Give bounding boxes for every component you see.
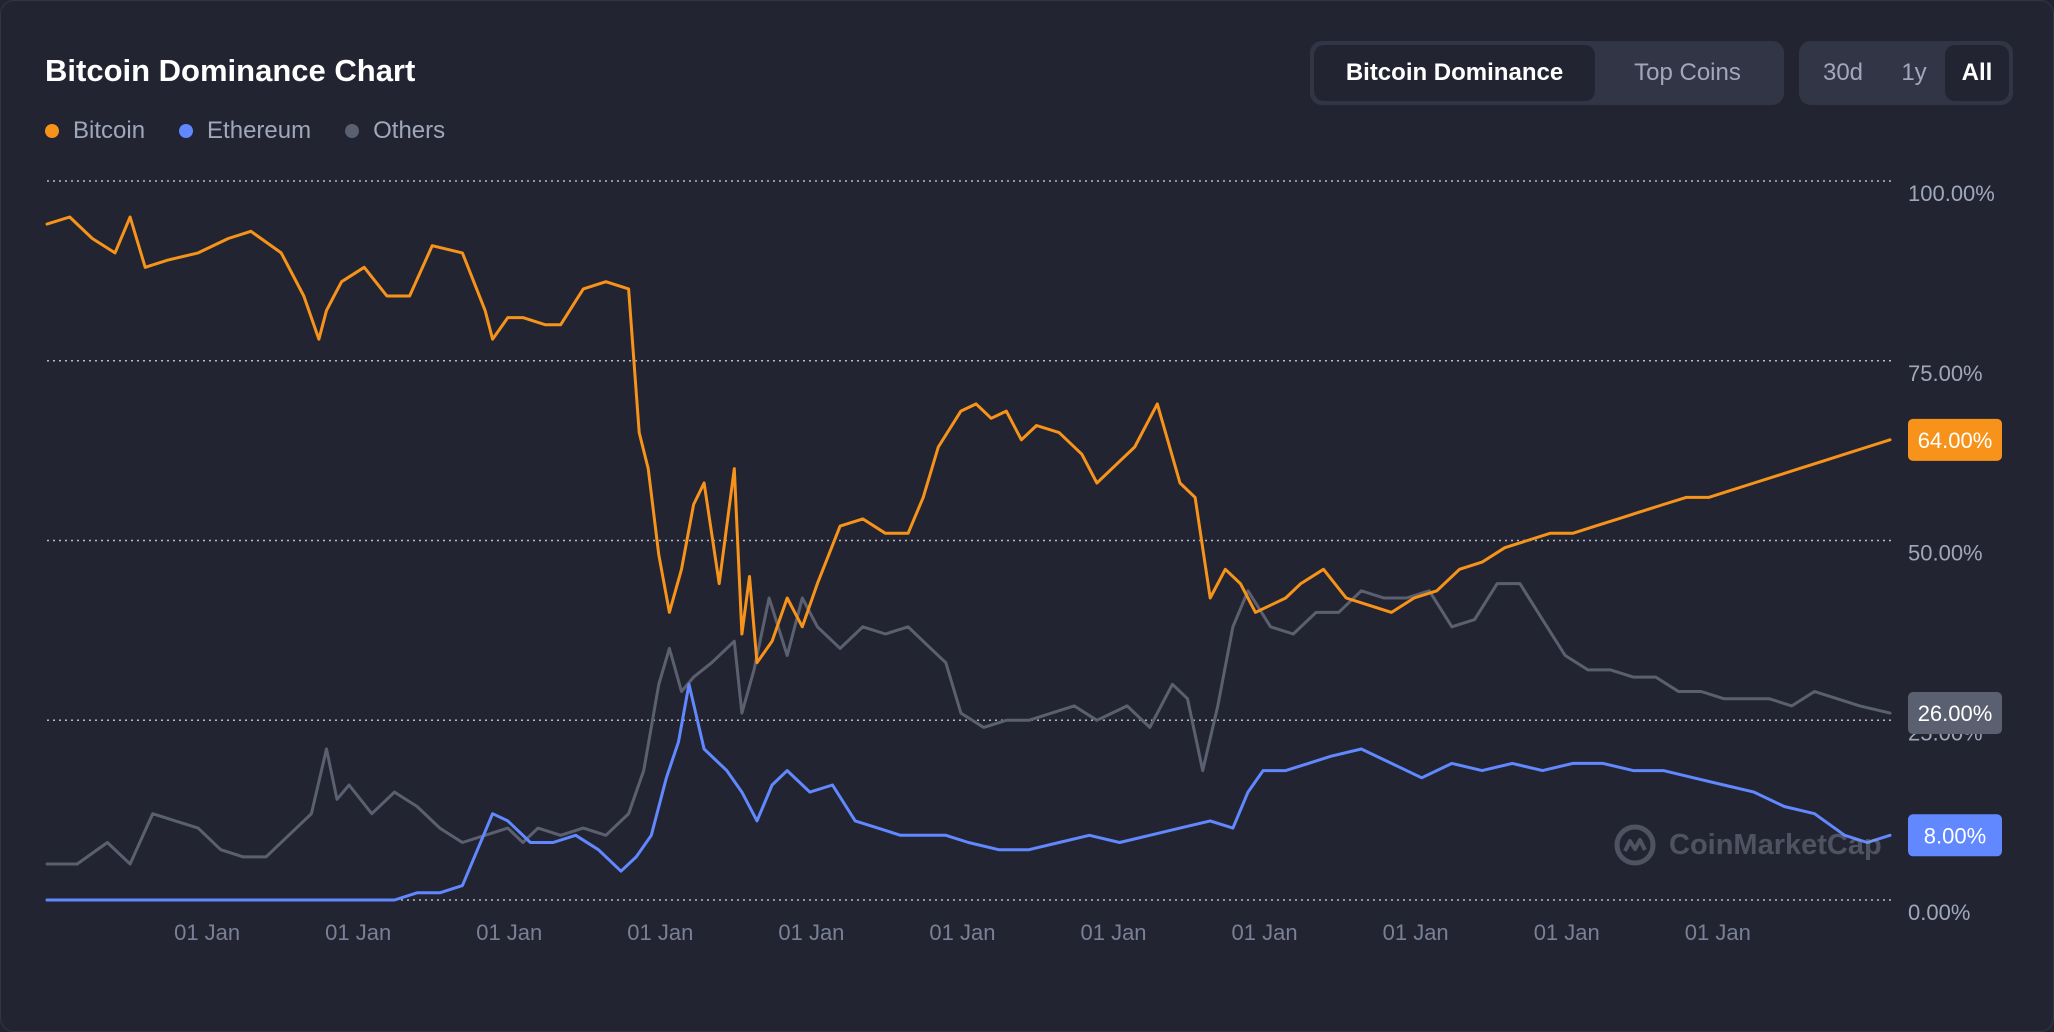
series-line-bitcoin[interactable]: [45, 215, 1892, 665]
x-axis-ticks: 01 Jan 01 Jan 01 Jan 01 Jan 01 Jan 01 Jan 01 J…: [174, 920, 1751, 945]
chart-title: Bitcoin Dominance Chart: [45, 53, 416, 88]
legend-item-others[interactable]: Others: [345, 117, 445, 145]
x-tick-label: 01 Jan: [174, 920, 240, 945]
series-lines: [45, 215, 1892, 902]
range-30d-button[interactable]: 30d: [1822, 59, 1864, 86]
badge-background: [1908, 814, 2002, 857]
x-tick-label: 01 Jan: [476, 920, 542, 945]
legend-label-bitcoin: Bitcoin: [73, 117, 146, 144]
last-value-badges: 64.00% 8.00% 26.00%: [1908, 418, 2002, 857]
view-toggle: Bitcoin Dominance Top Coins: [1310, 41, 1784, 105]
last-value-badge-others: 26.00%: [1908, 692, 2002, 735]
range-toggle: 30d 1y All: [1799, 41, 2013, 105]
x-tick-label: 01 Jan: [929, 920, 995, 945]
watermark-text: CoinMarketCap: [1669, 828, 1882, 861]
legend-item-ethereum[interactable]: Ethereum: [179, 117, 311, 145]
last-value-badge-bitcoin: 64.00%: [1908, 418, 2002, 461]
legend-label-others: Others: [373, 117, 446, 144]
coinmarketcap-logo-icon: [1614, 824, 1656, 866]
x-tick-label: 01 Jan: [325, 920, 391, 945]
chart-legend: Bitcoin Ethereum Others: [45, 117, 445, 145]
badge-label: 64.00%: [1918, 428, 1993, 453]
y-tick-label: 0.00%: [1908, 900, 1970, 925]
legend-dot-bitcoin: [45, 124, 59, 138]
series-line-ethereum[interactable]: [45, 682, 1892, 902]
y-tick-label: 75.00%: [1908, 361, 1983, 386]
badge-background: [1908, 692, 2002, 735]
x-tick-label: 01 Jan: [778, 920, 844, 945]
legend-dot-others: [345, 124, 360, 138]
x-tick-label: 01 Jan: [1232, 920, 1298, 945]
badge-label: 26.00%: [1918, 701, 1993, 726]
legend-dot-ethereum: [179, 124, 194, 138]
tab-top-coins[interactable]: Top Coins: [1634, 59, 1741, 86]
y-tick-label: 100.00%: [1908, 181, 1995, 206]
y-axis-ticks: 100.00%75.00%50.00%25.00%0.00%: [1908, 181, 1995, 925]
legend-item-bitcoin[interactable]: Bitcoin: [45, 117, 145, 145]
series-line-others[interactable]: [45, 582, 1892, 866]
x-tick-label: 01 Jan: [1080, 920, 1146, 945]
x-tick-label: 01 Jan: [1534, 920, 1600, 945]
range-all-button[interactable]: All: [1945, 45, 2009, 101]
watermark: CoinMarketCap: [1613, 823, 1882, 867]
legend-label-ethereum: Ethereum: [207, 117, 312, 144]
y-tick-label: 50.00%: [1908, 541, 1983, 566]
badge-label: 8.00%: [1924, 823, 1986, 848]
badge-background: [1908, 418, 2002, 461]
grid-lines: [47, 180, 1893, 901]
last-value-badge-ethereum: 8.00%: [1908, 814, 2002, 857]
x-tick-label: 01 Jan: [1383, 920, 1449, 945]
x-tick-label: 01 Jan: [627, 920, 693, 945]
range-1y-button[interactable]: 1y: [1901, 59, 1927, 86]
tab-bitcoin-dominance[interactable]: Bitcoin Dominance: [1314, 45, 1595, 101]
x-tick-label: 01 Jan: [1685, 920, 1751, 945]
